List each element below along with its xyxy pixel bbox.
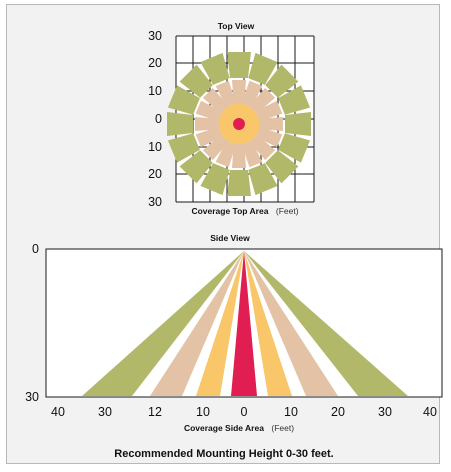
side-view-x-tick: 10 bbox=[196, 405, 210, 419]
middle-coverage-wedge bbox=[215, 140, 237, 168]
side-view-x-tick: 12 bbox=[148, 405, 162, 419]
outer-coverage-wedge bbox=[167, 85, 200, 115]
outer-coverage-wedge bbox=[248, 52, 278, 85]
center-detection-zone bbox=[231, 251, 257, 396]
side-view: Side View 40 30 12 10 0 10 20 30 40 0 30 Coverag… bbox=[25, 233, 443, 435]
middle-detection-zone bbox=[150, 251, 244, 396]
top-view-y-tick: 10 bbox=[148, 84, 162, 98]
top-view-sensor-dot bbox=[233, 118, 245, 130]
outer-coverage-wedge bbox=[200, 52, 230, 85]
middle-coverage-wedge bbox=[249, 87, 276, 114]
middle-detection-zone bbox=[244, 251, 338, 396]
side-view-title: Side View bbox=[210, 233, 250, 243]
side-view-x-tick: 20 bbox=[331, 405, 345, 419]
top-view-coverage-pattern bbox=[167, 52, 311, 196]
outer-coverage-wedge bbox=[265, 150, 299, 184]
top-view-y-tick: 10 bbox=[148, 140, 162, 154]
coverage-diagram: Top View 30 20 10 0 10 20 30 Coverage Top Area… bbox=[25, 21, 443, 435]
outer-detection-zone bbox=[244, 251, 408, 396]
middle-coverage-wedge bbox=[255, 126, 283, 148]
outer-coverage-wedge bbox=[248, 163, 278, 196]
side-view-caption-unit: (Feet) bbox=[271, 423, 294, 433]
top-view-y-tick: 30 bbox=[148, 195, 162, 209]
top-view-y-axis: 30 20 10 0 10 20 30 bbox=[148, 29, 162, 209]
side-view-x-tick: 40 bbox=[423, 405, 437, 419]
middle-coverage-wedge bbox=[232, 80, 246, 104]
inner-detection-zone bbox=[244, 251, 292, 396]
top-view-caption-label: Coverage Top Area bbox=[191, 206, 268, 216]
middle-coverage-wedge bbox=[195, 100, 223, 122]
side-view-x-tick: 30 bbox=[378, 405, 392, 419]
top-view-caption-unit: (Feet) bbox=[276, 206, 299, 216]
middle-coverage-wedge bbox=[259, 117, 283, 131]
outer-coverage-wedge bbox=[167, 112, 193, 136]
top-view-y-tick: 20 bbox=[148, 167, 162, 181]
top-view-caption: Coverage Top Area (Feet) bbox=[191, 201, 298, 218]
coverage-panel: Top View 30 20 10 0 10 20 30 Coverage Top Area… bbox=[6, 4, 443, 464]
inner-detection-zone bbox=[196, 251, 244, 396]
outer-coverage-wedge bbox=[227, 170, 251, 196]
outer-coverage-wedge bbox=[227, 52, 251, 78]
top-view-title: Top View bbox=[218, 21, 255, 31]
side-view-x-axis: 40 30 12 10 0 10 20 30 40 bbox=[51, 405, 437, 419]
outer-coverage-wedge bbox=[278, 133, 311, 163]
outer-coverage-wedge bbox=[278, 85, 311, 115]
outer-coverage-wedge bbox=[200, 163, 230, 196]
middle-coverage-wedge bbox=[249, 134, 276, 161]
outer-coverage-wedge bbox=[179, 150, 213, 184]
middle-coverage-wedge bbox=[195, 117, 219, 131]
middle-coverage-wedge bbox=[255, 100, 283, 122]
side-view-x-tick: 30 bbox=[98, 405, 112, 419]
side-view-y-tick-top: 0 bbox=[32, 242, 39, 256]
outer-coverage-wedge bbox=[285, 112, 311, 136]
top-view: Top View 30 20 10 0 10 20 30 Coverage Top Area… bbox=[148, 21, 315, 218]
top-view-y-tick: 0 bbox=[155, 112, 162, 126]
side-view-y-tick-bottom: 30 bbox=[25, 390, 39, 404]
outer-coverage-wedge bbox=[265, 64, 299, 98]
side-view-coverage-pattern bbox=[82, 251, 408, 396]
outer-detection-zone bbox=[82, 251, 244, 396]
side-view-caption-label: Coverage Side Area bbox=[184, 423, 264, 433]
outer-coverage-wedge bbox=[179, 64, 213, 98]
outer-coverage-wedge bbox=[167, 133, 200, 163]
middle-coverage-wedge bbox=[202, 134, 229, 161]
middle-coverage-wedge bbox=[215, 80, 237, 108]
side-view-x-tick: 40 bbox=[51, 405, 65, 419]
middle-coverage-wedge bbox=[202, 87, 229, 114]
mounting-height-note: Recommended Mounting Height 0-30 feet. bbox=[114, 448, 334, 460]
middle-coverage-wedge bbox=[241, 140, 263, 168]
middle-coverage-wedge bbox=[232, 144, 246, 168]
top-view-y-tick: 30 bbox=[148, 29, 162, 43]
top-view-y-tick: 20 bbox=[148, 56, 162, 70]
side-view-x-tick: 0 bbox=[241, 405, 248, 419]
middle-coverage-wedge bbox=[195, 126, 223, 148]
side-view-x-tick: 10 bbox=[284, 405, 298, 419]
side-view-caption: Coverage Side Area (Feet) bbox=[184, 418, 294, 435]
middle-coverage-wedge bbox=[241, 80, 263, 108]
